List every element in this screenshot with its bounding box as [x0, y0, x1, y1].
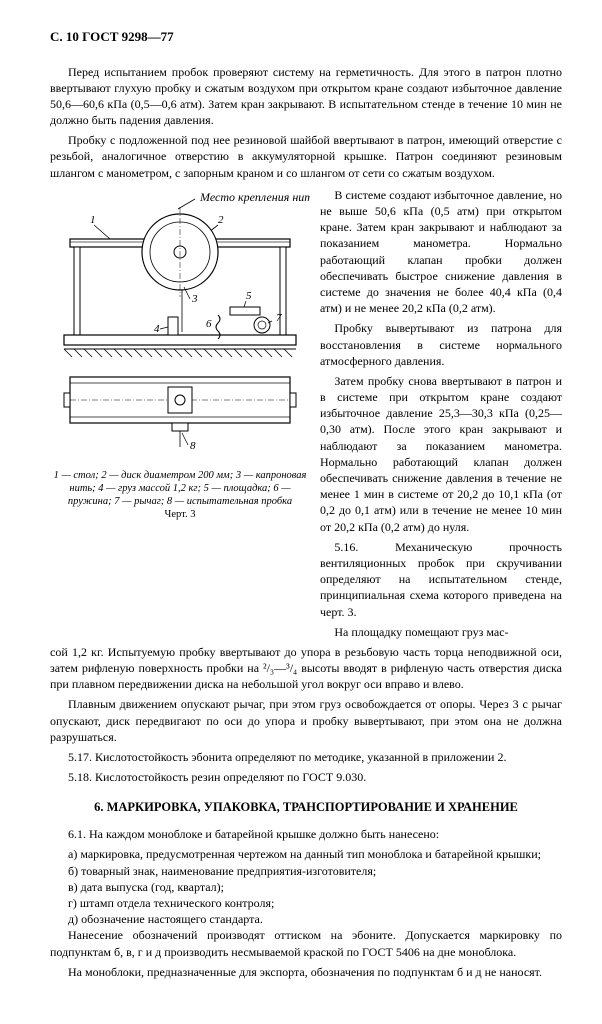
- wrap-para-3: Затем пробку снова ввертывают в патрон и…: [320, 373, 562, 535]
- document-page: С. 10 ГОСТ 9298—77 Перед испытанием проб…: [0, 0, 602, 1024]
- figure-3: Место крепления нити 1 2: [50, 187, 310, 522]
- after-para-4: 5.18. Кислотостойкость резин определяют …: [50, 769, 562, 785]
- svg-text:4: 4: [154, 323, 160, 335]
- s6-item-v: в) дата выпуска (год, квартал);: [50, 879, 562, 895]
- svg-text:2: 2: [218, 214, 224, 226]
- wrap-para-2: Пробку вывертывают из патрона для восста…: [320, 320, 562, 369]
- s6-item-b: б) товарный знак, наименование предприят…: [50, 863, 562, 879]
- s6-p1: 6.1. На каждом моноблоке и батарейной кр…: [50, 826, 562, 842]
- intro-para-2: Пробку с подложенной под нее резиновой ш…: [50, 132, 562, 181]
- svg-text:8: 8: [190, 440, 196, 452]
- figure-parts-list: 1 — стол; 2 — диск диаметром 200 мм; 3 —…: [54, 470, 307, 507]
- after-para-1: сой 1,2 кг. Испытуемую пробку ввертывают…: [50, 644, 562, 693]
- figure-number: Черт. 3: [165, 509, 196, 520]
- svg-text:5: 5: [246, 290, 252, 302]
- s6-item-a: а) маркировка, предусмотренная чертежом …: [50, 846, 562, 862]
- wrap-text-column: В системе создают избыточное давление, н…: [320, 187, 562, 640]
- after-para-3: 5.17. Кислотостойкость эбонита определяю…: [50, 749, 562, 765]
- s6-item-g: г) штамп отдела технического контроля;: [50, 895, 562, 911]
- wrap-para-4: 5.16. Механическую прочность вентиляцион…: [320, 539, 562, 620]
- s6-item-d: д) обозначение настоящего стандарта.: [50, 911, 562, 927]
- figure-text-wrap: Место крепления нити 1 2: [50, 187, 562, 640]
- intro-para-1: Перед испытанием пробок проверяют систем…: [50, 64, 562, 129]
- s6-p3: На моноблоки, предназначенные для экспор…: [50, 964, 562, 980]
- figure-3-caption: 1 — стол; 2 — диск диаметром 200 мм; 3 —…: [50, 469, 310, 522]
- figure-3-drawing: Место крепления нити 1 2: [50, 187, 310, 467]
- wrap-para-5: На площадку помещают груз мас-: [320, 624, 562, 640]
- after-para-2: Плавным движением опускают рычаг, при эт…: [50, 696, 562, 745]
- page-header: С. 10 ГОСТ 9298—77: [50, 28, 562, 46]
- svg-text:1: 1: [90, 214, 96, 226]
- figure-top-label: Место крепления нити: [199, 190, 310, 204]
- svg-text:7: 7: [276, 312, 282, 324]
- wrap-para-1: В системе создают избыточное давление, н…: [320, 187, 562, 317]
- svg-text:3: 3: [191, 293, 198, 305]
- s6-p2: Нанесение обозначений производят оттиско…: [50, 927, 562, 959]
- section-6-title: 6. МАРКИРОВКА, УПАКОВКА, ТРАНСПОРТИРОВАН…: [50, 799, 562, 816]
- svg-text:6: 6: [206, 318, 212, 330]
